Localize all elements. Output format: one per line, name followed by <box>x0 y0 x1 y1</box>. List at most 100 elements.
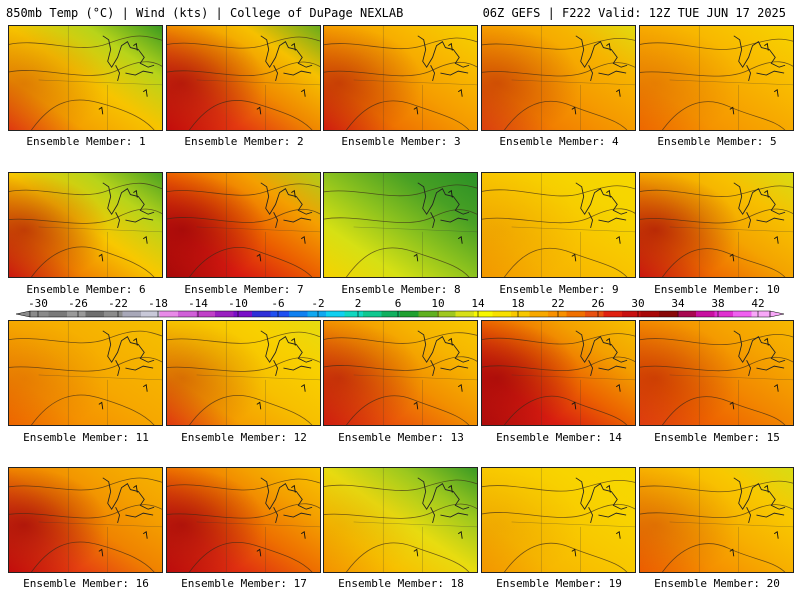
wind-barb <box>98 548 104 557</box>
colorbar-tick-label: -10 <box>228 297 248 310</box>
warm-core-shading <box>482 26 635 130</box>
coastline <box>575 182 628 229</box>
wind-barb <box>256 548 262 557</box>
height-contour <box>9 504 162 519</box>
height-contour <box>31 99 155 130</box>
colorbar-bin <box>104 311 123 317</box>
colorbar-bin <box>141 311 160 317</box>
warm-core-shading <box>482 173 635 277</box>
height-contour <box>9 208 162 224</box>
state-border <box>38 26 162 130</box>
colorbar-bin <box>511 311 530 317</box>
wind-barb <box>98 106 104 115</box>
height-contour <box>324 503 477 519</box>
colorbar-tick-label: -18 <box>148 297 168 310</box>
wind-barb <box>291 189 296 198</box>
colorbar-frame <box>29 310 771 318</box>
wind-barb <box>142 531 148 539</box>
coastline <box>102 182 155 229</box>
wind-barb <box>764 484 769 493</box>
wind-barb <box>291 484 296 493</box>
height-contour <box>662 396 786 425</box>
wind-barb <box>413 401 419 410</box>
height-contour <box>189 247 313 277</box>
ensemble-member-map <box>166 320 321 426</box>
height-contour <box>167 331 320 344</box>
wind-barb <box>291 42 296 51</box>
colorbar-tick-label: 6 <box>395 297 402 310</box>
colorbar-bin <box>437 311 456 317</box>
chart-title: 850mb Temp (°C) | Wind (kts) | College o… <box>6 6 404 20</box>
warm-core-shading <box>640 173 793 277</box>
state-border <box>511 321 635 425</box>
colorbar-bin <box>640 311 660 317</box>
state-border <box>353 321 477 425</box>
wind-barb <box>729 253 735 262</box>
ensemble-member-map <box>481 320 636 426</box>
ensemble-member-map <box>639 172 794 278</box>
colorbar-tick-label: 26 <box>591 297 604 310</box>
wind-barb <box>457 531 463 539</box>
colorbar-bin <box>714 311 734 317</box>
state-border <box>196 321 320 425</box>
ensemble-member-label: Ensemble Member: 7 <box>184 283 304 296</box>
height-contour <box>346 542 470 572</box>
coastline <box>102 477 155 524</box>
wind-barb <box>448 42 453 51</box>
coastline <box>417 330 470 377</box>
state-border <box>669 26 793 130</box>
state-border <box>669 173 793 277</box>
warm-core-shading <box>324 321 477 425</box>
colorbar-tick-label: -14 <box>188 297 208 310</box>
wind-barb <box>615 89 621 97</box>
wind-barb <box>764 337 769 346</box>
colorbar-tick-label: 14 <box>471 297 485 310</box>
wind-barb <box>729 106 735 115</box>
wind-barb <box>764 42 769 51</box>
coastline <box>417 182 470 229</box>
colorbar-bin <box>289 311 308 317</box>
height-contour <box>482 62 635 77</box>
state-border <box>196 26 320 130</box>
height-contour <box>167 61 320 76</box>
height-contour <box>9 35 162 48</box>
warm-core-shading <box>482 321 635 425</box>
height-contour <box>324 356 477 371</box>
colorbar-bin <box>159 311 179 317</box>
height-contour <box>167 208 320 223</box>
ensemble-member-map <box>166 467 321 573</box>
warm-core-shading <box>9 321 162 425</box>
ensemble-member-map <box>481 467 636 573</box>
ensemble-member-map <box>323 25 478 131</box>
height-contour <box>482 503 635 518</box>
colorbar-bin <box>455 311 475 317</box>
coastline <box>102 35 155 82</box>
height-contour <box>640 333 793 346</box>
warm-core-shading <box>640 26 793 130</box>
colorbar-tick-label: 42 <box>751 297 764 310</box>
wind-barb <box>300 89 306 97</box>
colorbar-bin <box>326 311 345 317</box>
ensemble-member-map <box>323 320 478 426</box>
wind-barb <box>98 253 104 262</box>
height-contour <box>189 542 313 572</box>
coastline <box>260 182 313 229</box>
height-contour <box>167 503 320 519</box>
height-contour <box>167 183 320 196</box>
wind-barb <box>571 401 577 410</box>
wind-barb <box>133 42 138 51</box>
wind-barb <box>773 384 779 392</box>
height-contour <box>640 185 793 197</box>
wind-barb <box>615 236 621 244</box>
wind-barb <box>300 236 306 244</box>
height-contour <box>662 101 786 130</box>
height-contour <box>640 208 793 224</box>
wind-barb <box>615 531 621 539</box>
height-contour <box>324 184 477 197</box>
warm-core-shading <box>324 468 477 572</box>
colorbar-bin <box>30 311 49 317</box>
height-contour <box>640 504 793 518</box>
height-contour <box>640 356 793 372</box>
height-contour <box>662 248 786 277</box>
ensemble-member-label: Ensemble Member: 15 <box>654 431 780 444</box>
